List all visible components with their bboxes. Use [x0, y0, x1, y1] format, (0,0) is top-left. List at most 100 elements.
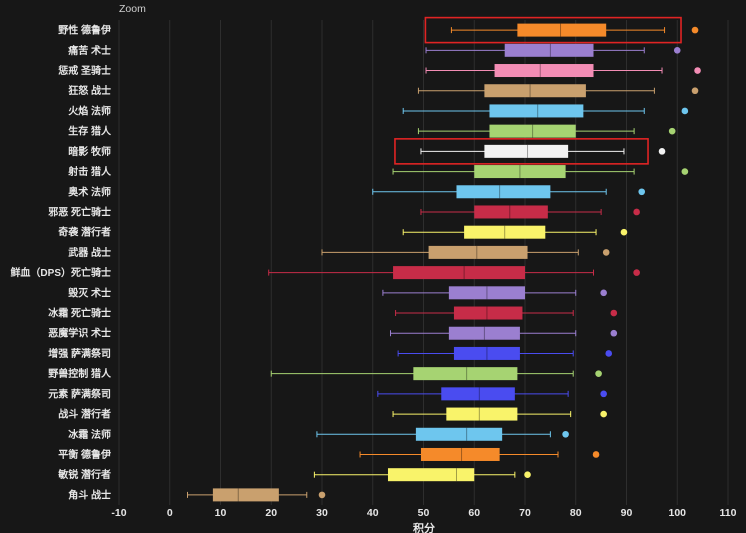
box-row [420, 205, 640, 219]
x-tick-label: 80 [570, 507, 582, 519]
x-tick-label: 30 [316, 507, 328, 519]
iqr-box [517, 23, 607, 37]
outlier-point [600, 410, 607, 418]
x-tick-label: 10 [215, 507, 227, 519]
x-tick-label: 90 [621, 507, 633, 519]
box-row [425, 64, 701, 78]
highlight-box [394, 138, 649, 165]
outlier-point [620, 228, 628, 236]
zoom-label[interactable]: Zoom [119, 3, 146, 15]
outlier-point [602, 249, 610, 256]
highlight-box [424, 16, 682, 44]
x-tick-label: 110 [720, 507, 737, 519]
outlier-point [592, 451, 600, 458]
y-category-label: 元素 萨满祭司 [48, 387, 111, 400]
outlier-point [633, 208, 640, 216]
outlier-point [318, 491, 326, 499]
outlier-point [681, 107, 689, 115]
iqr-box [456, 185, 551, 199]
iqr-box [474, 165, 566, 179]
box-row [321, 245, 610, 259]
box-row [425, 43, 681, 57]
box-row [402, 104, 689, 118]
y-category-label: 野性 德鲁伊 [58, 24, 111, 37]
x-axis-ticks: -10 0 10 20 30 40 50 60 70 80 90 100 110 [111, 507, 736, 519]
iqr-box [387, 468, 475, 482]
outlier-point [524, 471, 531, 478]
outlier-point [610, 329, 618, 337]
box-row [313, 468, 531, 482]
y-category-label: 奇袭 潜行者 [58, 226, 111, 239]
box-row [316, 427, 569, 441]
iqr-box [453, 346, 520, 360]
x-tick-label: 70 [519, 507, 531, 519]
y-category-label: 敏锐 潜行者 [57, 468, 111, 481]
x-tick-label: 100 [668, 507, 686, 519]
y-category-label: 射击 猎人 [67, 165, 112, 178]
iqr-box [489, 104, 584, 118]
iqr-box [420, 447, 500, 461]
outlier-point [600, 289, 607, 297]
outlier-point [673, 47, 681, 54]
outlier-point [562, 430, 569, 438]
box-row [392, 407, 607, 421]
y-category-label: 角斗 战士 [68, 488, 111, 501]
iqr-box [415, 427, 503, 441]
box-row [394, 138, 666, 165]
outlier-point [681, 168, 689, 175]
y-category-label: 痛苦 术士 [67, 44, 111, 57]
outlier-point [658, 148, 666, 155]
y-category-label: 增强 萨满祭司 [48, 347, 111, 360]
y-category-label: 冰霜 法师 [68, 428, 111, 441]
iqr-box [441, 387, 515, 401]
iqr-box [489, 124, 576, 138]
box-row [392, 165, 689, 179]
outlier-point [605, 350, 613, 357]
y-category-label: 冰霜 死亡骑士 [48, 307, 111, 320]
iqr-box [464, 225, 546, 239]
y-category-label: 邪恶 死亡骑士 [47, 205, 111, 218]
box-row [372, 185, 646, 199]
box-row [417, 124, 676, 138]
y-category-label: 恶魔学识 术士 [48, 327, 111, 340]
outlier-point [610, 309, 618, 317]
x-tick-label: 50 [418, 507, 430, 519]
box-row [417, 84, 699, 98]
y-category-label: 惩戒 圣骑士 [58, 64, 111, 77]
y-category-label: 生存 猎人 [68, 125, 112, 138]
box-row [390, 326, 618, 340]
iqr-box [212, 488, 279, 502]
box-row [268, 266, 640, 280]
y-category-label: 暗影 牧师 [68, 145, 111, 158]
iqr-box [484, 144, 569, 158]
y-category-label: 战斗 潜行者 [58, 408, 111, 421]
iqr-box [413, 367, 518, 381]
iqr-box [446, 407, 518, 421]
box-row [395, 306, 618, 320]
x-axis-label: 积分 [413, 521, 435, 533]
box-row [402, 225, 628, 239]
y-category-label: 奥术 法师 [68, 185, 111, 198]
x-tick-label: -10 [111, 507, 126, 519]
outlier-point [694, 67, 701, 74]
x-tick-label: 40 [367, 507, 379, 519]
iqr-box [494, 64, 594, 78]
box-row [397, 346, 613, 360]
box-row [270, 367, 602, 381]
outlier-point [691, 87, 699, 95]
iqr-box [474, 205, 548, 219]
outlier-point [595, 370, 602, 377]
y-category-label: 鲜血（DPS）死亡骑士 [10, 266, 111, 279]
y-category-label: 平衡 德鲁伊 [58, 448, 111, 461]
box-row [382, 286, 607, 300]
x-tick-label: 0 [167, 507, 173, 519]
iqr-box [448, 286, 525, 300]
grid-lines [118, 20, 729, 505]
iqr-box [393, 266, 525, 280]
iqr-box [453, 306, 523, 320]
iqr-box [484, 84, 586, 98]
box-row [187, 488, 326, 502]
y-category-label: 火焰 法师 [68, 104, 111, 117]
